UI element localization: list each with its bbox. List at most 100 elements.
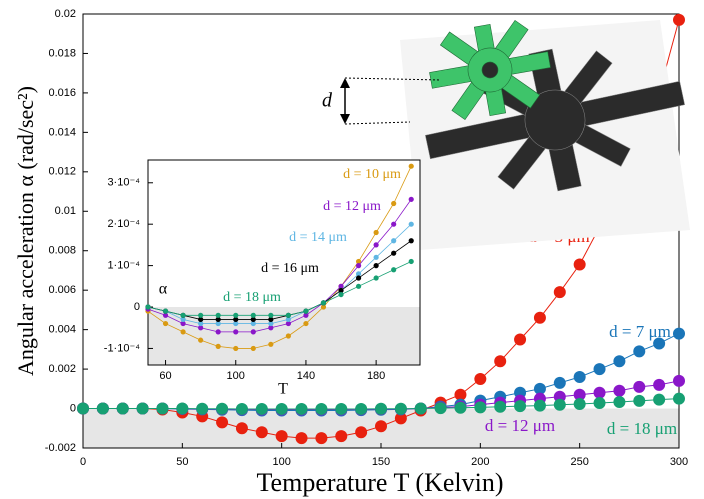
data-point (673, 13, 685, 26)
data-point (494, 355, 507, 368)
data-point (391, 250, 397, 256)
negative-region (148, 307, 420, 365)
data-point (285, 316, 291, 323)
data-point (315, 432, 328, 445)
data-point (215, 320, 221, 327)
data-point (553, 398, 566, 411)
data-point (255, 402, 268, 415)
y-tick-label: 0.008 (48, 245, 76, 257)
data-point (391, 221, 397, 227)
data-point (198, 337, 204, 343)
y-tick-label: 0.002 (48, 363, 76, 375)
y-tick-label: 0.016 (48, 87, 76, 99)
data-point (215, 343, 221, 349)
data-point (315, 402, 328, 415)
data-point (198, 316, 204, 323)
data-point (355, 426, 368, 439)
y-tick-label: 2·10⁻⁴ (107, 218, 140, 230)
data-point (573, 258, 586, 271)
data-point (116, 402, 129, 415)
x-tick-label: 150 (372, 456, 390, 468)
data-point (454, 388, 467, 401)
data-point (255, 426, 268, 439)
data-point (414, 402, 427, 415)
data-point (162, 320, 169, 327)
data-point (633, 345, 646, 358)
series-line (147, 261, 412, 316)
data-point (573, 388, 586, 401)
y-tick-label: 0.012 (48, 166, 76, 178)
data-point (653, 337, 666, 350)
main-plot: 0 50 100 150 200 250 300 -0.002 0 0.002 0.004 0.006… (13, 8, 688, 497)
series-label: d = 14 μm (289, 230, 347, 245)
data-point (180, 312, 186, 318)
data-point (373, 242, 379, 248)
data-point (633, 394, 646, 407)
data-point (235, 422, 248, 435)
y-tick-label: -1·10⁻⁴ (104, 342, 140, 354)
data-point (474, 372, 487, 385)
series-label: d = 12 μm (323, 199, 381, 214)
y-tick-label: -0.002 (45, 442, 76, 454)
data-point (553, 286, 566, 299)
data-point (408, 196, 414, 202)
data-point (250, 329, 256, 335)
x-axis-label: Temperature T (Kelvin) (256, 468, 503, 497)
series-line (147, 166, 412, 349)
data-point (250, 312, 256, 318)
data-point (216, 416, 229, 429)
data-point (375, 402, 387, 415)
data-point (233, 320, 239, 327)
data-point (338, 287, 344, 294)
data-point (215, 329, 221, 335)
data-point (355, 258, 362, 265)
series-label: d = 18 μm (223, 290, 281, 305)
data-point (285, 333, 291, 339)
data-point (196, 402, 209, 415)
data-point (285, 312, 291, 318)
data-point (335, 430, 348, 443)
data-point (355, 275, 362, 281)
data-point (338, 291, 344, 298)
series-label: d = 7 μm (609, 322, 671, 341)
y-axis-label: α (159, 281, 168, 298)
data-point (573, 370, 586, 383)
data-point (180, 320, 186, 327)
data-point (303, 308, 309, 314)
x-tick-label: 250 (570, 456, 588, 468)
y-tick-label: 0.01 (55, 205, 76, 217)
x-tick-label: 100 (227, 370, 245, 382)
data-point (162, 312, 169, 318)
y-axis-label: Angular acceleration α (rad/sec²) (13, 86, 38, 376)
data-point (355, 271, 362, 277)
data-point (198, 320, 204, 327)
series-label: d = 10 μm (343, 167, 401, 182)
x-tick-label: 50 (176, 456, 188, 468)
y-tick-label: 3·10⁻⁴ (107, 177, 140, 189)
data-point (434, 402, 447, 415)
data-point (673, 327, 685, 340)
data-point (533, 399, 546, 412)
data-point (533, 311, 546, 324)
data-point (268, 325, 274, 331)
data-point (275, 402, 288, 415)
dim-line (344, 121, 411, 125)
data-point (77, 402, 89, 415)
x-tick-label: 0 (80, 456, 86, 468)
data-point (391, 267, 397, 273)
data-point (474, 401, 487, 414)
data-point (268, 312, 274, 318)
data-point (303, 312, 309, 318)
data-point (180, 316, 186, 323)
data-point (553, 376, 566, 389)
data-point (275, 430, 288, 443)
data-point (250, 345, 256, 352)
data-point (198, 312, 204, 318)
data-point (355, 263, 362, 269)
data-point (320, 300, 327, 306)
data-point (180, 329, 186, 335)
data-point (394, 402, 407, 415)
x-axis-label: T (278, 381, 288, 398)
data-point (250, 316, 256, 323)
